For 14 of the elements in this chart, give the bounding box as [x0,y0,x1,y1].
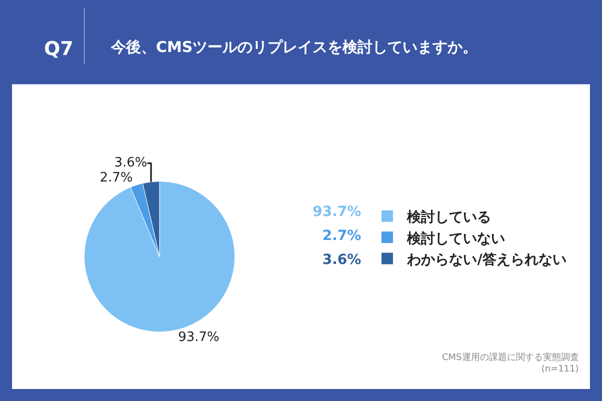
text: 93.7% [312,204,362,220]
data-label: 3.6% [114,156,148,171]
legend-label: 検討していない [406,230,506,247]
data-label: 2.7% [100,170,133,186]
legend-label: わからない/答えられない [406,252,566,268]
chart-title: Q7 [44,38,74,60]
text: 3.6% [322,252,362,268]
pie-slice [84,181,235,332]
text: CMS運用の課題に関する実態調査 [442,352,579,363]
text: (n=111) [541,364,579,375]
data-label: 93.7% [178,330,220,346]
legend-label: 検討している [406,210,492,226]
text: 2.7% [322,228,362,244]
chart-subtitle: 今後、CMSツールのリプレイスを検討していますか。 [110,38,478,56]
